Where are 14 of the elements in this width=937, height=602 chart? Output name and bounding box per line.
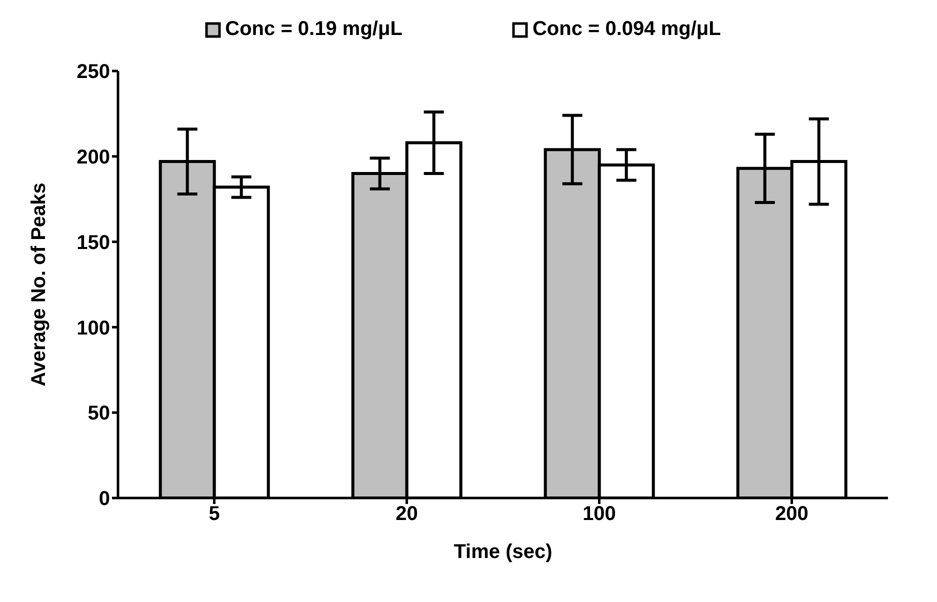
x-tick-label: 5 — [208, 503, 220, 526]
x-axis-title: Time (sec) — [454, 541, 552, 563]
y-tick-label: 0 — [98, 488, 110, 510]
legend-label: Conc = 0.19 mg/μL — [224, 18, 402, 41]
x-tick-label: 20 — [396, 503, 418, 526]
y-tick-label: 200 — [76, 146, 110, 168]
x-tick-label: 200 — [775, 503, 808, 526]
x-tick-label: 100 — [582, 503, 616, 526]
y-tick-label: 150 — [76, 232, 110, 254]
legend-label: Conc = 0.094 mg/μL — [531, 18, 721, 41]
y-tick-label: 50 — [88, 402, 110, 425]
y-tick-label: 100 — [76, 317, 110, 340]
y-tick-label: 250 — [76, 61, 110, 84]
y-axis-title: Average No. of Peaks — [28, 182, 50, 386]
